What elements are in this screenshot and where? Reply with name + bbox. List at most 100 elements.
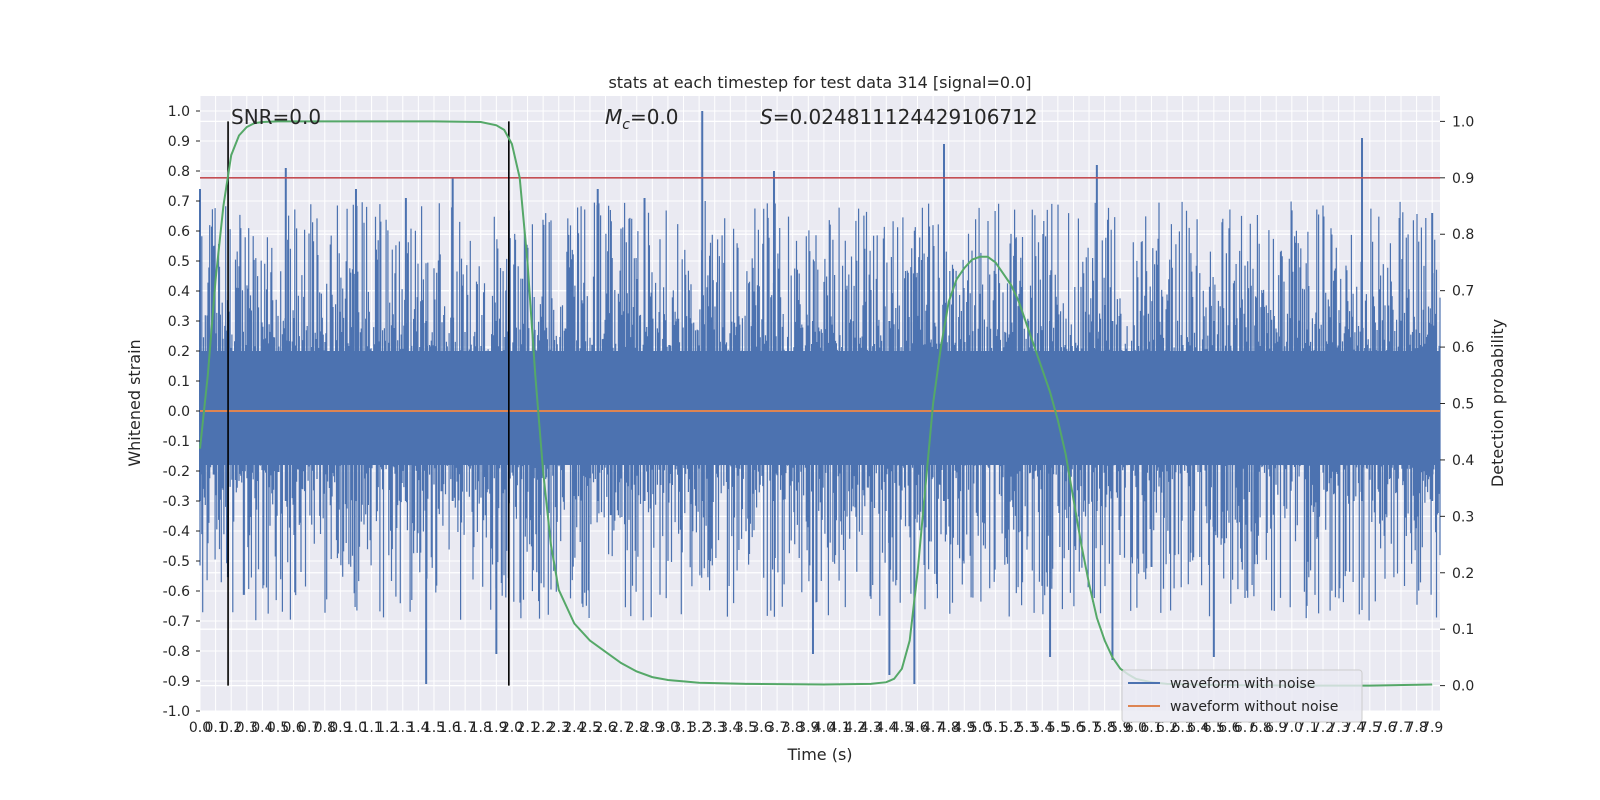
y-tick-label: 1.0 [168, 104, 190, 120]
y2-tick-label: 0.2 [1452, 566, 1474, 582]
snr-annotation: SNR=0.0 [231, 105, 321, 129]
x-tick-label: 2.8 [626, 720, 648, 736]
y-tick-label: -1.0 [163, 704, 190, 720]
x-tick-label: 5.1 [984, 720, 1006, 736]
x-tick-label: 7.6 [1374, 720, 1396, 736]
x-tick-label: 4.2 [844, 720, 866, 736]
x-tick-label: 7.4 [1343, 720, 1365, 736]
x-tick-label: 3.9 [797, 720, 819, 736]
x-tick-label: 0.4 [251, 720, 273, 736]
y2-tick-label: 0.5 [1452, 397, 1474, 413]
noise-core-band [200, 351, 1440, 465]
y-tick-label: -0.3 [163, 494, 190, 510]
x-tick-label: 3.1 [672, 720, 694, 736]
x-tick-label: 5.5 [1047, 720, 1069, 736]
x-tick-label: 1.5 [423, 720, 445, 736]
y-tick-label: 0.1 [168, 374, 190, 390]
tick-labels: 0.00.10.20.30.40.50.60.70.80.91.01.11.21… [163, 104, 1475, 736]
y2-tick-label: 0.3 [1452, 509, 1474, 525]
x-tick-label: 7.0 [1281, 720, 1303, 736]
x-tick-label: 6.8 [1249, 720, 1271, 736]
y-tick-label: -0.4 [163, 524, 190, 540]
mc-annotation: Mc=0.0 [605, 105, 679, 133]
x-tick-label: 3.4 [719, 720, 741, 736]
chart-title: stats at each timestep for test data 314… [608, 73, 1031, 92]
x-tick-label: 6.0 [1125, 720, 1147, 736]
y-tick-label: -0.7 [163, 614, 190, 630]
x-tick-label: 7.2 [1312, 720, 1334, 736]
x-tick-label: 2.4 [563, 720, 585, 736]
y-tick-label: 0.6 [168, 224, 190, 240]
y2-tick-label: 0.6 [1452, 340, 1474, 356]
y-tick-label: 0.5 [168, 254, 190, 270]
x-tick-label: 1.0 [345, 720, 367, 736]
legend: waveform with noise waveform without noi… [1121, 669, 1363, 723]
legend-label-waveform-with-noise: waveform with noise [1170, 676, 1315, 692]
x-tick-label: 0.0 [189, 720, 211, 736]
legend-box [1121, 669, 1363, 723]
x-tick-label: 1.8 [470, 720, 492, 736]
x-tick-label: 0.8 [314, 720, 336, 736]
x-tick-label: 2.2 [532, 720, 554, 736]
x-tick-label: 3.7 [766, 720, 788, 736]
x-tick-label: 5.7 [1078, 720, 1100, 736]
y-tick-label: 0.4 [168, 284, 190, 300]
x-tick-label: 1.4 [407, 720, 429, 736]
x-tick-label: 4.8 [938, 720, 960, 736]
x-tick-label: 2.7 [610, 720, 632, 736]
x-tick-label: 2.5 [579, 720, 601, 736]
x-tick-label: 4.0 [813, 720, 835, 736]
x-tick-label: 7.8 [1405, 720, 1427, 736]
x-tick-label: 4.5 [891, 720, 913, 736]
y2-tick-label: 0.0 [1452, 679, 1474, 695]
x-tick-label: 2.6 [594, 720, 616, 736]
y2-axis-label: Detection probability [1488, 319, 1507, 487]
plot-area [199, 111, 1441, 687]
x-tick-label: 6.6 [1218, 720, 1240, 736]
x-tick-label: 5.3 [1016, 720, 1038, 736]
x-tick-label: 6.4 [1187, 720, 1209, 736]
s-annotation: S=0.024811124429106712 [760, 105, 1038, 129]
y-tick-label: -0.8 [163, 644, 190, 660]
x-tick-label: 5.2 [1000, 720, 1022, 736]
y-tick-label: -0.2 [163, 464, 190, 480]
x-tick-label: 5.0 [969, 720, 991, 736]
x-tick-label: 3.6 [750, 720, 772, 736]
detection-probability-line [199, 120, 1433, 687]
x-tick-label: 1.3 [392, 720, 414, 736]
y-tick-label: 0.7 [168, 194, 190, 210]
x-tick-label: 4.9 [953, 720, 975, 736]
x-tick-label: 3.8 [782, 720, 804, 736]
y-tick-label: -0.5 [163, 554, 190, 570]
x-tick-label: 0.5 [267, 720, 289, 736]
y-tick-label: -0.1 [163, 434, 190, 450]
x-tick-label: 6.9 [1265, 720, 1287, 736]
y-tick-label: 0.3 [168, 314, 190, 330]
y-tick-label: 0.2 [168, 344, 190, 360]
y2-tick-label: 1.0 [1452, 114, 1474, 130]
x-tick-label: 5.8 [1094, 720, 1116, 736]
y-axis-label: Whitened strain [125, 339, 144, 466]
x-tick-label: 1.9 [485, 720, 507, 736]
y-tick-label: 0.8 [168, 164, 190, 180]
series-lines [199, 120, 1440, 687]
y-tick-label: 0.0 [168, 404, 190, 420]
x-tick-label: 6.7 [1234, 720, 1256, 736]
noise-waveform [199, 111, 1441, 684]
y2-tick-label: 0.1 [1452, 622, 1474, 638]
x-tick-label: 2.1 [516, 720, 538, 736]
x-tick-label: 7.1 [1296, 720, 1318, 736]
x-tick-label: 2.9 [641, 720, 663, 736]
x-tick-label: 0.9 [329, 720, 351, 736]
x-tick-label: 0.3 [236, 720, 258, 736]
x-tick-label: 0.1 [204, 720, 226, 736]
y-tick-label: -0.6 [163, 584, 190, 600]
x-tick-label: 0.7 [298, 720, 320, 736]
x-tick-label: 3.0 [657, 720, 679, 736]
x-tick-label: 7.7 [1390, 720, 1412, 736]
x-tick-label: 3.5 [735, 720, 757, 736]
legend-label-waveform-without-noise: waveform without noise [1170, 699, 1338, 715]
y-tick-label: 0.9 [168, 134, 190, 150]
x-tick-label: 5.4 [1031, 720, 1053, 736]
